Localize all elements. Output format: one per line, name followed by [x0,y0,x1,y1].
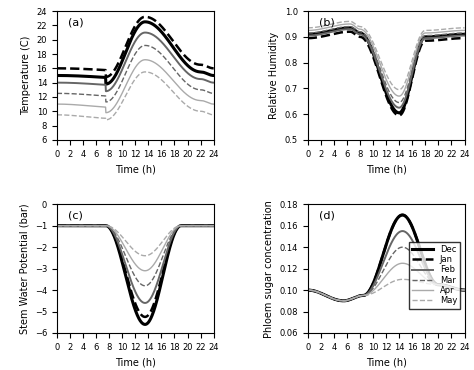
X-axis label: Time (h): Time (h) [365,164,407,174]
X-axis label: Time (h): Time (h) [115,357,156,367]
Text: (c): (c) [68,211,83,221]
X-axis label: Time (h): Time (h) [365,357,407,367]
Y-axis label: Temperature (C): Temperature (C) [21,36,31,115]
X-axis label: Time (h): Time (h) [115,164,156,174]
Text: (a): (a) [68,17,83,27]
Text: (b): (b) [319,17,335,27]
Y-axis label: Relative Humidity: Relative Humidity [269,32,279,119]
Text: (d): (d) [319,211,335,221]
Y-axis label: Stem Water Potential (bar): Stem Water Potential (bar) [19,203,29,334]
Legend: Dec, Jan, Feb, Mar, Apr, May: Dec, Jan, Feb, Mar, Apr, May [409,242,460,309]
Y-axis label: Phloem sugar concentration: Phloem sugar concentration [264,200,274,337]
